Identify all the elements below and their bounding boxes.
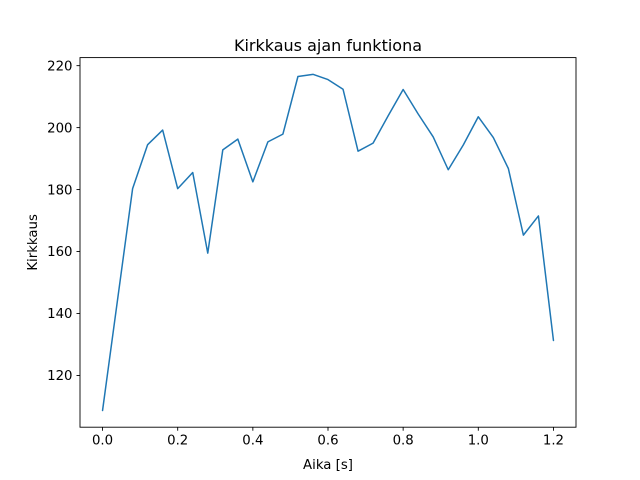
y-axis-label: Kirkkaus [26, 214, 41, 271]
y-tick-label: 200 [47, 121, 72, 136]
x-tick-label: 0.4 [242, 434, 263, 449]
axes-spines [79, 57, 577, 428]
x-tick-label: 0.8 [393, 434, 414, 449]
y-tick-label: 220 [47, 59, 72, 74]
chart-title: Kirkkaus ajan funktiona [234, 36, 422, 55]
y-tick-label: 140 [47, 307, 72, 322]
plot-area: 0.0 0.2 0.4 0.6 0.8 1.0 1.2 120 140 160 180 200 220 [47, 57, 577, 449]
data-series-line [101, 73, 555, 412]
x-tick-label: 1.0 [468, 434, 489, 449]
y-tick-label: 160 [47, 245, 72, 260]
x-axis-label: Aika [s] [303, 458, 353, 473]
y-tick-label: 180 [47, 183, 72, 198]
x-tick-label: 1.2 [543, 434, 564, 449]
x-tick-label: 0.0 [92, 434, 113, 449]
x-tick-label: 0.2 [167, 434, 188, 449]
x-tick-label: 0.6 [317, 434, 338, 449]
y-tick-label: 120 [47, 369, 72, 384]
